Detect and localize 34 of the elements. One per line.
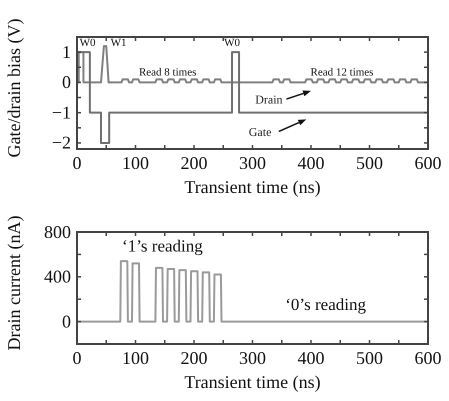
x-tick-label: 300 bbox=[239, 348, 266, 368]
x-tick-label: 600 bbox=[414, 152, 442, 173]
y-tick-label: 0 bbox=[62, 72, 71, 92]
y-tick-label: 0 bbox=[62, 311, 71, 332]
x-tick-label: 100 bbox=[122, 152, 149, 173]
annotation: ‘1’s reading bbox=[122, 236, 204, 256]
x-tick-label: 200 bbox=[180, 348, 208, 368]
x-tick-label: 600 bbox=[414, 348, 442, 368]
y-tick-label: −1 bbox=[52, 102, 71, 122]
line-series bbox=[77, 45, 428, 84]
x-tick-label: 400 bbox=[298, 152, 324, 173]
annotation: Read 8 times bbox=[138, 66, 196, 79]
series-label: Gate bbox=[248, 125, 272, 140]
annotation: W0 bbox=[80, 37, 96, 50]
x-tick-label: 500 bbox=[356, 152, 383, 173]
x-tick-label: 200 bbox=[180, 152, 208, 173]
x-axis-title: Transient time (ns) bbox=[184, 372, 321, 392]
series-label: Drain bbox=[255, 92, 283, 106]
y-axis-title: Gate/drain bias (V) bbox=[4, 18, 24, 158]
y-tick-label: 1 bbox=[62, 42, 71, 62]
annotation: W0 bbox=[224, 37, 240, 50]
x-tick-label: 400 bbox=[298, 348, 324, 368]
annotation: Read 12 times bbox=[310, 66, 374, 79]
x-tick-label: 100 bbox=[122, 348, 149, 368]
line-series bbox=[77, 260, 428, 323]
y-tick-label: 800 bbox=[44, 222, 71, 242]
annotation: W1 bbox=[110, 37, 126, 50]
annotation: ‘0’s reading bbox=[285, 294, 366, 314]
x-tick-label: 300 bbox=[239, 152, 266, 173]
x-tick-label: 500 bbox=[356, 348, 383, 368]
y-tick-label: 400 bbox=[44, 266, 71, 287]
x-axis-title: Transient time (ns) bbox=[184, 177, 321, 197]
y-axis-title: Drain current (nA) bbox=[4, 216, 24, 350]
y-tick-label: −2 bbox=[52, 132, 71, 153]
